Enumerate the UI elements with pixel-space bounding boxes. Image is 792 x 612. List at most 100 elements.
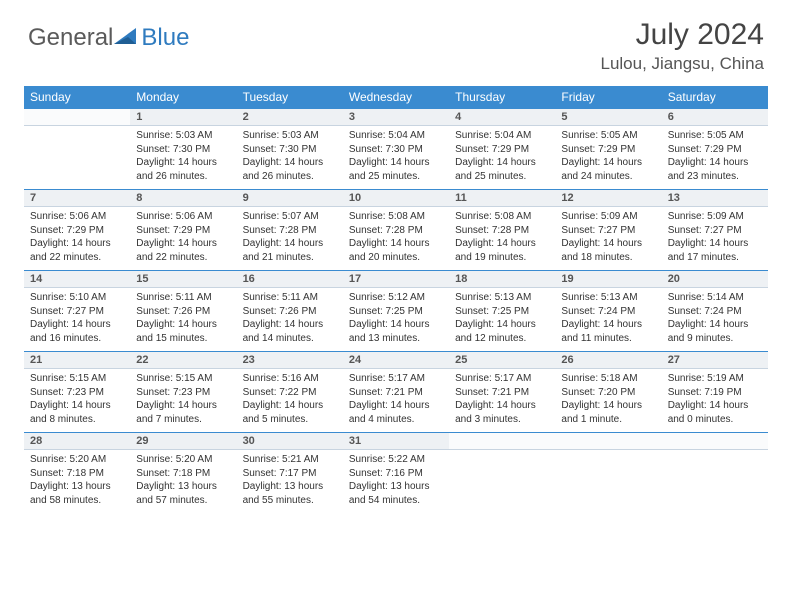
sunrise-line: Sunrise: 5:06 AM — [136, 210, 230, 224]
sunset-line: Sunset: 7:27 PM — [30, 305, 124, 319]
sunrise-line: Sunrise: 5:17 AM — [349, 372, 443, 386]
day-cell — [449, 450, 555, 514]
day-number-cell: 18 — [449, 271, 555, 288]
daylight-line: Daylight: 14 hours and 23 minutes. — [668, 156, 762, 183]
sunset-line: Sunset: 7:24 PM — [561, 305, 655, 319]
sunset-line: Sunset: 7:21 PM — [455, 386, 549, 400]
sunrise-line: Sunrise: 5:20 AM — [30, 453, 124, 467]
sunset-line: Sunset: 7:25 PM — [349, 305, 443, 319]
sunset-line: Sunset: 7:23 PM — [30, 386, 124, 400]
day-number-row: 21222324252627 — [24, 352, 768, 369]
day-details: Sunrise: 5:17 AMSunset: 7:21 PMDaylight:… — [343, 369, 449, 432]
day-number-cell: 8 — [130, 190, 236, 207]
day-details: Sunrise: 5:15 AMSunset: 7:23 PMDaylight:… — [24, 369, 130, 432]
weekday-header: Monday — [130, 86, 236, 109]
day-number-cell: 14 — [24, 271, 130, 288]
day-details: Sunrise: 5:09 AMSunset: 7:27 PMDaylight:… — [662, 207, 768, 270]
day-details: Sunrise: 5:06 AMSunset: 7:29 PMDaylight:… — [130, 207, 236, 270]
day-details: Sunrise: 5:14 AMSunset: 7:24 PMDaylight:… — [662, 288, 768, 351]
day-cell: Sunrise: 5:03 AMSunset: 7:30 PMDaylight:… — [237, 126, 343, 190]
daylight-line: Daylight: 14 hours and 0 minutes. — [668, 399, 762, 426]
sunrise-line: Sunrise: 5:15 AM — [136, 372, 230, 386]
day-cell: Sunrise: 5:15 AMSunset: 7:23 PMDaylight:… — [130, 369, 236, 433]
day-cell: Sunrise: 5:15 AMSunset: 7:23 PMDaylight:… — [24, 369, 130, 433]
daylight-line: Daylight: 14 hours and 14 minutes. — [243, 318, 337, 345]
day-details: Sunrise: 5:04 AMSunset: 7:30 PMDaylight:… — [343, 126, 449, 189]
day-details: Sunrise: 5:03 AMSunset: 7:30 PMDaylight:… — [237, 126, 343, 189]
daylight-line: Daylight: 14 hours and 3 minutes. — [455, 399, 549, 426]
day-cell: Sunrise: 5:16 AMSunset: 7:22 PMDaylight:… — [237, 369, 343, 433]
day-number-cell: 12 — [555, 190, 661, 207]
day-cell: Sunrise: 5:20 AMSunset: 7:18 PMDaylight:… — [130, 450, 236, 514]
sunrise-line: Sunrise: 5:07 AM — [243, 210, 337, 224]
sunset-line: Sunset: 7:29 PM — [30, 224, 124, 238]
day-number-cell: 25 — [449, 352, 555, 369]
daylight-line: Daylight: 14 hours and 22 minutes. — [30, 237, 124, 264]
day-number-cell: 24 — [343, 352, 449, 369]
day-cell: Sunrise: 5:05 AMSunset: 7:29 PMDaylight:… — [555, 126, 661, 190]
day-number-cell: 15 — [130, 271, 236, 288]
sunrise-line: Sunrise: 5:11 AM — [243, 291, 337, 305]
day-cell: Sunrise: 5:11 AMSunset: 7:26 PMDaylight:… — [130, 288, 236, 352]
day-details: Sunrise: 5:10 AMSunset: 7:27 PMDaylight:… — [24, 288, 130, 351]
day-details: Sunrise: 5:08 AMSunset: 7:28 PMDaylight:… — [343, 207, 449, 270]
daylight-line: Daylight: 14 hours and 1 minute. — [561, 399, 655, 426]
sunrise-line: Sunrise: 5:05 AM — [561, 129, 655, 143]
daylight-line: Daylight: 14 hours and 25 minutes. — [349, 156, 443, 183]
day-cell: Sunrise: 5:08 AMSunset: 7:28 PMDaylight:… — [449, 207, 555, 271]
sunrise-line: Sunrise: 5:21 AM — [243, 453, 337, 467]
sunset-line: Sunset: 7:25 PM — [455, 305, 549, 319]
day-details: Sunrise: 5:11 AMSunset: 7:26 PMDaylight:… — [130, 288, 236, 351]
daylight-line: Daylight: 14 hours and 8 minutes. — [30, 399, 124, 426]
day-number-row: 123456 — [24, 109, 768, 126]
day-details: Sunrise: 5:20 AMSunset: 7:18 PMDaylight:… — [130, 450, 236, 513]
day-number-row: 28293031 — [24, 433, 768, 450]
sunset-line: Sunset: 7:30 PM — [243, 143, 337, 157]
day-cell — [24, 126, 130, 190]
sunset-line: Sunset: 7:29 PM — [668, 143, 762, 157]
day-content-row: Sunrise: 5:15 AMSunset: 7:23 PMDaylight:… — [24, 369, 768, 433]
day-cell: Sunrise: 5:06 AMSunset: 7:29 PMDaylight:… — [24, 207, 130, 271]
day-number-cell: 6 — [662, 109, 768, 126]
sunrise-line: Sunrise: 5:09 AM — [561, 210, 655, 224]
day-details: Sunrise: 5:09 AMSunset: 7:27 PMDaylight:… — [555, 207, 661, 270]
header: General Blue July 2024 Lulou, Jiangsu, C… — [0, 0, 792, 78]
day-cell: Sunrise: 5:09 AMSunset: 7:27 PMDaylight:… — [555, 207, 661, 271]
sunrise-line: Sunrise: 5:12 AM — [349, 291, 443, 305]
day-cell: Sunrise: 5:19 AMSunset: 7:19 PMDaylight:… — [662, 369, 768, 433]
daylight-line: Daylight: 14 hours and 24 minutes. — [561, 156, 655, 183]
day-number-cell: 21 — [24, 352, 130, 369]
day-details: Sunrise: 5:13 AMSunset: 7:24 PMDaylight:… — [555, 288, 661, 351]
sunrise-line: Sunrise: 5:19 AM — [668, 372, 762, 386]
sunrise-line: Sunrise: 5:08 AM — [349, 210, 443, 224]
sunrise-line: Sunrise: 5:20 AM — [136, 453, 230, 467]
sunrise-line: Sunrise: 5:03 AM — [136, 129, 230, 143]
sunrise-line: Sunrise: 5:04 AM — [455, 129, 549, 143]
day-cell — [662, 450, 768, 514]
title-block: July 2024 Lulou, Jiangsu, China — [600, 18, 764, 74]
sunset-line: Sunset: 7:28 PM — [455, 224, 549, 238]
day-cell: Sunrise: 5:17 AMSunset: 7:21 PMDaylight:… — [449, 369, 555, 433]
weekday-header: Tuesday — [237, 86, 343, 109]
day-number-cell — [555, 433, 661, 450]
weekday-header: Wednesday — [343, 86, 449, 109]
daylight-line: Daylight: 14 hours and 12 minutes. — [455, 318, 549, 345]
sunset-line: Sunset: 7:28 PM — [349, 224, 443, 238]
day-cell: Sunrise: 5:06 AMSunset: 7:29 PMDaylight:… — [130, 207, 236, 271]
day-details: Sunrise: 5:16 AMSunset: 7:22 PMDaylight:… — [237, 369, 343, 432]
daylight-line: Daylight: 13 hours and 54 minutes. — [349, 480, 443, 507]
day-cell: Sunrise: 5:13 AMSunset: 7:24 PMDaylight:… — [555, 288, 661, 352]
day-details: Sunrise: 5:20 AMSunset: 7:18 PMDaylight:… — [24, 450, 130, 513]
day-cell: Sunrise: 5:09 AMSunset: 7:27 PMDaylight:… — [662, 207, 768, 271]
day-details: Sunrise: 5:07 AMSunset: 7:28 PMDaylight:… — [237, 207, 343, 270]
day-content-row: Sunrise: 5:03 AM Sunset: 7:30 PM Daylight:… — [24, 126, 768, 190]
sunrise-line: Sunrise: 5:18 AM — [561, 372, 655, 386]
day-details: Sunrise: 5:12 AMSunset: 7:25 PMDaylight:… — [343, 288, 449, 351]
daylight-line: Daylight: 13 hours and 55 minutes. — [243, 480, 337, 507]
daylight-line: Daylight: 14 hours and 20 minutes. — [349, 237, 443, 264]
day-cell: Sunrise: 5:13 AMSunset: 7:25 PMDaylight:… — [449, 288, 555, 352]
sunrise-line: Sunrise: 5:15 AM — [30, 372, 124, 386]
day-number-cell: 7 — [24, 190, 130, 207]
day-number-cell: 13 — [662, 190, 768, 207]
day-number-row: 14151617181920 — [24, 271, 768, 288]
